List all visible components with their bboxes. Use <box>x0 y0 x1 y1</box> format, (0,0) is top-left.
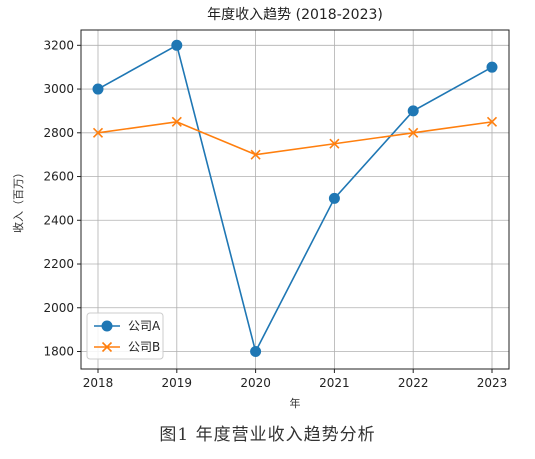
line-chart: 年度收入趋势 (2018-2023) 1800 2000 2200 2400 2600 2… <box>11 7 510 410</box>
series-b-line <box>97 121 493 156</box>
series-b-point <box>171 116 182 127</box>
marker-stroke <box>250 149 261 160</box>
marker-stroke <box>486 116 498 127</box>
x-tick-label: 2021 <box>319 376 350 390</box>
series-layer <box>92 39 498 358</box>
legend-label-series-b: 公司B <box>128 340 160 354</box>
marker-stroke <box>408 127 419 138</box>
marker-stroke <box>329 138 340 149</box>
series-a-point <box>250 346 262 358</box>
y-tick-label: 2600 <box>43 170 74 184</box>
legend-item-series-a: 公司A <box>94 319 161 333</box>
series-a-point <box>171 39 183 51</box>
y-tick-label: 3200 <box>43 38 74 52</box>
legend-marker-series-a <box>101 320 113 332</box>
series-b-point <box>250 149 261 160</box>
x-tick-label: 2019 <box>162 376 193 390</box>
series-a-line <box>97 44 493 354</box>
x-tick-label: 2020 <box>240 376 271 390</box>
marker-stroke <box>92 127 104 138</box>
series-a-point <box>92 83 104 95</box>
x-tick-label: 2018 <box>83 376 114 390</box>
legend-label-series-a: 公司A <box>128 319 161 333</box>
series-b-point <box>329 138 340 149</box>
legend-marker-series-b <box>101 341 113 353</box>
figure-caption: 图1 年度营业收入趋势分析 <box>159 425 376 445</box>
x-axis-title: 年 <box>290 396 301 410</box>
series-b <box>92 116 498 160</box>
x-tick-label: 2022 <box>398 376 429 390</box>
y-tick-label: 1800 <box>43 345 74 359</box>
marker-stroke <box>171 116 182 127</box>
y-tick-label: 2200 <box>43 257 74 271</box>
x-axis: 2018 2019 2020 2021 2022 2023 <box>83 369 508 390</box>
marker-stroke <box>101 341 113 353</box>
legend-item-series-b: 公司B <box>94 340 160 354</box>
series-a-point <box>407 105 419 117</box>
y-tick-label: 2800 <box>43 126 74 140</box>
y-tick-label: 3000 <box>43 82 74 96</box>
x-tick-label: 2023 <box>477 376 508 390</box>
legend: 公司A 公司B <box>86 312 164 360</box>
series-a-point <box>328 192 340 204</box>
series-a <box>92 39 498 358</box>
y-axis: 1800 2000 2200 2400 2600 2800 3000 3200 <box>43 38 81 359</box>
chart-title: 年度收入趋势 (2018-2023) <box>207 7 383 23</box>
y-tick-label: 2400 <box>43 213 74 227</box>
series-b-point <box>486 116 498 127</box>
series-a-point <box>486 61 498 73</box>
y-axis-title: 收入（百万） <box>11 167 25 233</box>
y-tick-label: 2000 <box>43 301 74 315</box>
plot-frame <box>80 29 510 370</box>
series-b-point <box>92 127 104 138</box>
series-b-point <box>408 127 419 138</box>
